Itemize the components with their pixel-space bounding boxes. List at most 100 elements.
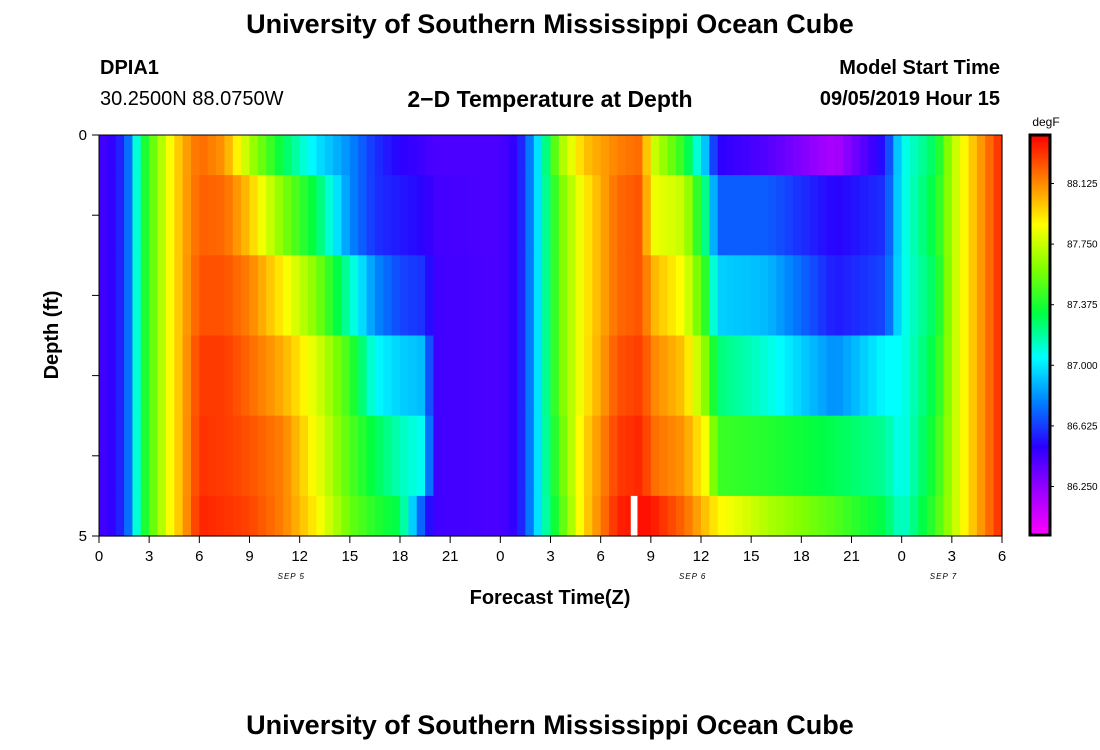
heatmap-cell [182,495,192,537]
heatmap-cell [199,335,209,417]
heatmap-cell [99,335,108,417]
heatmap-cell [910,335,919,417]
colorbar-swatch [1030,213,1050,216]
heatmap-cell [416,175,426,256]
heatmap-cell [726,495,736,537]
x-tick-label: 6 [998,548,1006,565]
heatmap-cell [324,415,334,497]
heatmap-cell [918,175,928,256]
heatmap-cell [843,255,853,337]
heatmap-cell [542,135,552,176]
heatmap-cell [818,415,828,497]
heatmap-cell [567,135,577,176]
heatmap-cell [550,175,560,256]
heatmap-cell [826,255,836,337]
colorbar-swatch [1030,327,1050,330]
heatmap-cell [450,135,460,176]
heatmap-cell [634,255,644,337]
heatmap-cell [533,335,543,417]
heatmap-cell [391,415,401,497]
heatmap-cell [759,255,769,337]
heatmap-cell [818,255,828,337]
colorbar-swatch [1030,497,1050,500]
heatmap-cell [433,495,443,537]
heatmap-cell [491,335,501,417]
heatmap-cell [609,175,618,256]
heatmap-cell [157,335,167,417]
heatmap-cell [249,135,259,176]
heatmap-cell [274,175,284,256]
colorbar-swatch [1030,181,1050,184]
heatmap-cell [617,135,627,176]
colorbar-swatch [1030,139,1050,142]
heatmap-cell [466,495,476,537]
colorbar-swatch [1030,465,1050,468]
colorbar-swatch [1030,309,1050,312]
heatmap-cell [199,495,209,537]
colorbar-swatch [1030,191,1050,194]
heatmap-cell [809,255,819,337]
colorbar-swatch [1030,271,1050,274]
heatmap-cell [784,415,794,497]
heatmap-cell [968,255,978,337]
colorbar-swatch [1030,335,1050,338]
heatmap-cell [550,495,560,537]
heatmap-cell [124,335,134,417]
heatmap-cell [299,175,309,256]
heatmap-cell [366,135,376,176]
colorbar-swatch [1030,185,1050,188]
heatmap-cell [642,495,652,537]
colorbar-swatch [1030,195,1050,198]
heatmap-cell [232,255,242,337]
heatmap-cell [985,175,995,256]
heatmap-cell [391,335,401,417]
heatmap-cell [751,335,761,417]
heatmap-cell [115,255,125,337]
heatmap-cell [893,255,903,337]
colorbar-swatch [1030,317,1050,320]
heatmap-cell [701,175,710,256]
heatmap-cell [567,415,577,497]
heatmap-cell [333,415,343,497]
heatmap-cell [190,135,200,176]
heatmap-cell [308,175,317,256]
heatmap-cell [609,135,618,176]
heatmap-cell [291,135,301,176]
colorbar-swatch [1030,459,1050,462]
heatmap-cell [634,175,644,256]
colorbar-swatch [1030,405,1050,408]
x-tick-label: 0 [496,548,504,565]
heatmap-cell [483,135,493,176]
y-tick-label: 5 [79,528,87,545]
heatmap-cell [232,415,242,497]
heatmap-cell [684,255,694,337]
heatmap-cell [475,415,485,497]
heatmap-cell [257,175,267,256]
heatmap-cell [299,135,309,176]
heatmap-cell [792,335,802,417]
chart-subtitle: 2−D Temperature at Depth [407,86,693,112]
heatmap-cell [809,335,819,417]
heatmap-cell [558,415,568,497]
colorbar-swatch [1030,367,1050,370]
heatmap-cell [241,135,251,176]
heatmap-cell [884,255,894,337]
heatmap-cell [675,135,685,176]
heatmap-cell [692,335,702,417]
heatmap-cell [918,415,928,497]
heatmap-cell [533,175,543,256]
colorbar-swatch [1030,415,1050,418]
heatmap-cell [483,255,493,337]
heatmap-cell [182,415,192,497]
colorbar-swatch [1030,371,1050,374]
heatmap-cell [533,495,543,537]
heatmap-cell [349,415,359,497]
heatmap-cell [901,175,911,256]
colorbar-swatch [1030,515,1050,518]
heatmap-cell [650,415,660,497]
heatmap-cell [249,255,259,337]
heatmap-cell [132,415,142,497]
heatmap-cell [190,415,200,497]
heatmap-cell [851,415,861,497]
colorbar-swatch [1030,445,1050,448]
